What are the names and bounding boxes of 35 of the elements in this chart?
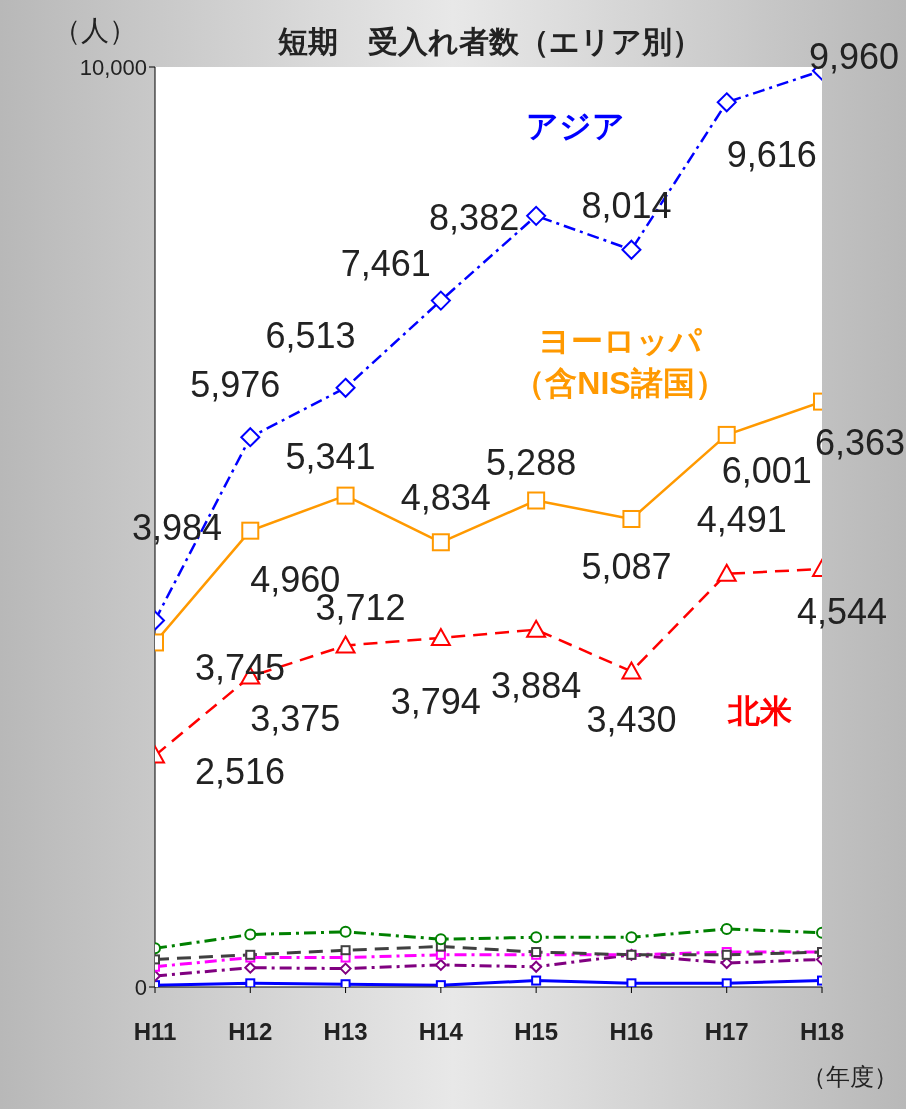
data-label: 5,087 [581,546,672,587]
data-label: 8,382 [429,196,520,238]
data-label: 9,616 [726,134,817,176]
data-label: 3,884 [491,664,582,706]
x-tick-label: H14 [418,1018,464,1046]
series-label: アジア [525,108,625,144]
y-axis-title: （人） [53,15,137,46]
x-tick-label: H17 [704,1018,749,1046]
data-label: 6,513 [265,314,356,356]
data-label: 4,491 [696,498,787,540]
text: 北米 [727,693,792,729]
x-tick-label: H16 [609,1018,654,1046]
y-tick-label: 10,000 [79,54,147,80]
x-tick-label: H12 [228,1018,273,1046]
data-label: 8,014 [581,184,672,226]
data-label: 3,745 [194,647,286,689]
data-label: 6,363 [814,421,906,463]
y-tick-label: 0 [134,974,147,1000]
data-label: 3,430 [586,699,677,741]
data-label: 2,516 [194,750,286,792]
data-label: 6,001 [721,449,812,491]
chart-title: 短期 受入れ者数（エリア別） [277,25,702,58]
data-label: 9,960 [808,35,900,77]
data-label: 5,976 [190,364,281,406]
data-label: 5,341 [285,435,376,477]
x-tick-label: H18 [799,1018,845,1046]
data-label: 7,461 [340,242,431,284]
series-label: ヨーロッパ（含NIS諸国） [513,323,727,401]
data-label: 3,794 [390,680,481,722]
x-tick-label: H11 [133,1018,177,1046]
data-label: 4,544 [796,590,888,632]
x-tick-label: H15 [514,1018,559,1046]
x-axis-title: （年度） [802,1063,898,1090]
x-tick-label: H13 [323,1018,368,1046]
data-label: 3,375 [250,697,341,739]
